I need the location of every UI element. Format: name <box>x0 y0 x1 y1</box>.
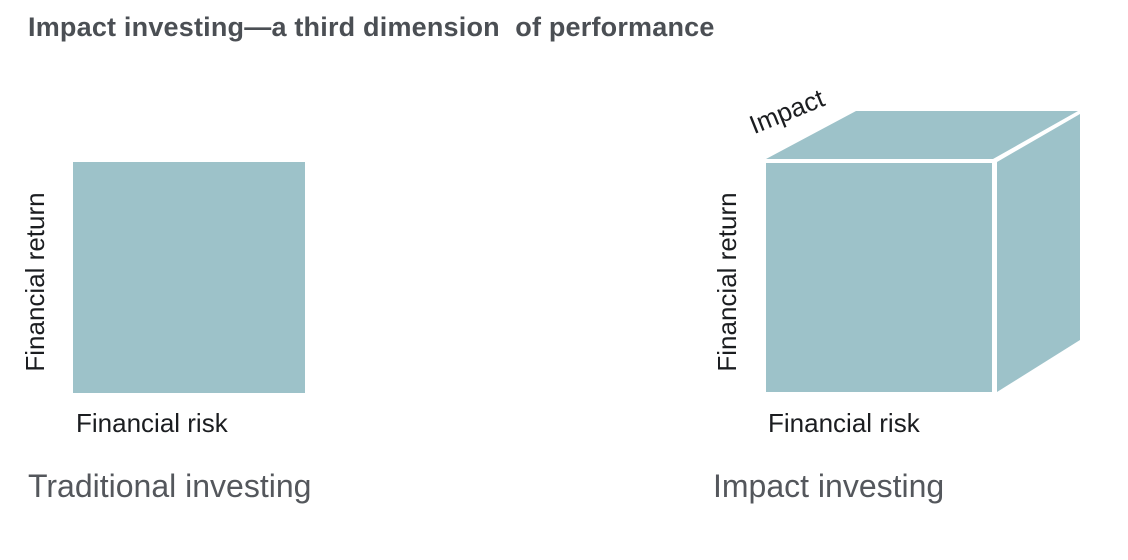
traditional-investing-square <box>73 162 305 393</box>
impact-cube-front-face <box>766 163 992 392</box>
left-diagram-caption: Traditional investing <box>28 468 312 504</box>
impact-cube-top-face <box>766 111 1078 159</box>
figure-title: Impact investing—a third dimension of pe… <box>28 12 715 42</box>
left-y-axis-label: Financial return <box>20 192 50 372</box>
right-diagram-caption: Impact investing <box>713 468 945 504</box>
right-x-axis-label: Financial risk <box>768 408 920 438</box>
impact-cube-right-face <box>997 114 1080 392</box>
left-x-axis-label: Financial risk <box>76 408 228 438</box>
right-y-axis-label: Financial return <box>712 192 742 372</box>
